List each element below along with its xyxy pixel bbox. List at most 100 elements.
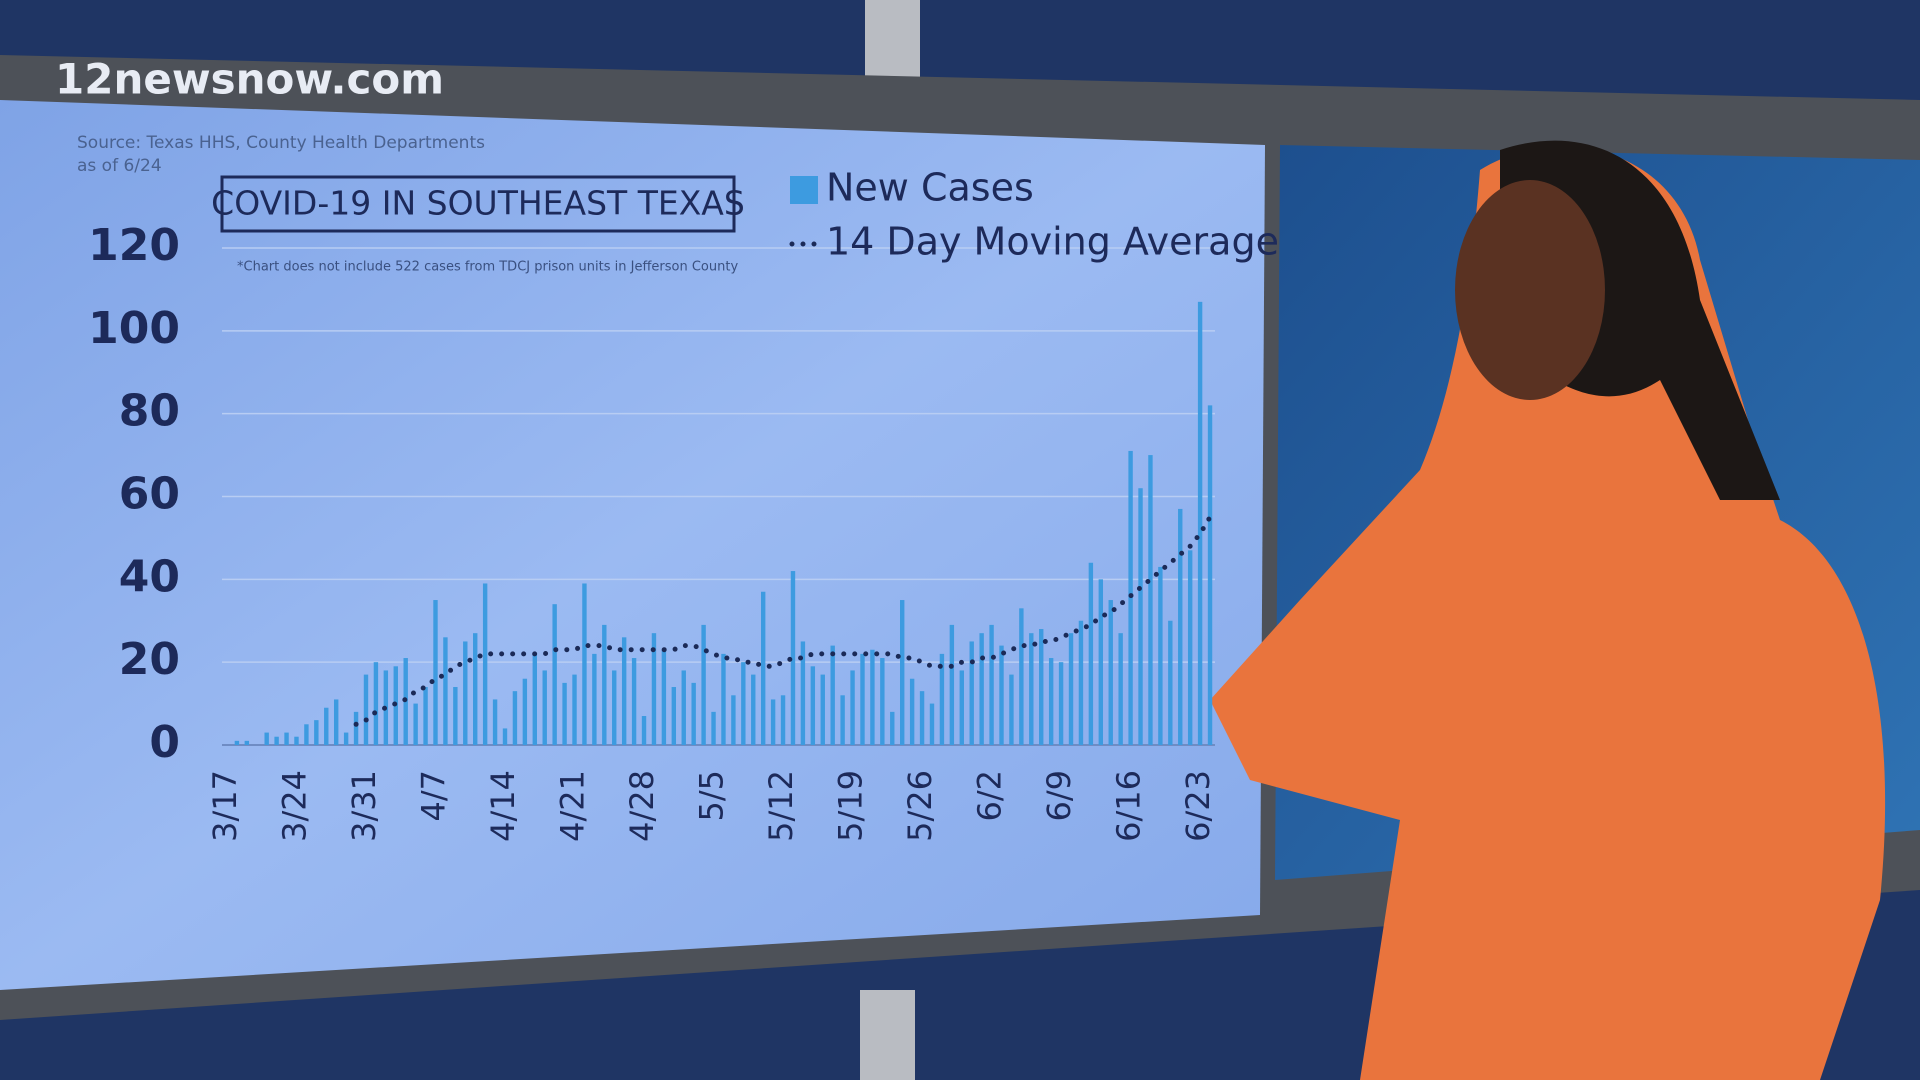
bar xyxy=(840,695,845,745)
bar xyxy=(741,662,746,745)
x-tick-label: 3/17 xyxy=(206,770,244,842)
bar xyxy=(314,720,319,745)
bar xyxy=(592,653,597,745)
bar xyxy=(1178,508,1183,745)
bar xyxy=(770,699,776,745)
bar xyxy=(324,707,329,745)
bar xyxy=(413,703,418,745)
bar xyxy=(542,670,547,745)
bar xyxy=(532,653,537,745)
bar xyxy=(800,641,806,745)
bar xyxy=(453,687,458,745)
source: Source: Texas HHS, County Health Departm… xyxy=(77,133,485,153)
bar xyxy=(363,674,369,745)
chart-title: COVID-19 IN SOUTHEAST TEXAS xyxy=(211,184,745,223)
bar xyxy=(959,670,964,745)
bar xyxy=(373,662,379,745)
bar xyxy=(423,687,428,745)
x-tick-label: 4/14 xyxy=(484,770,522,842)
stand xyxy=(860,990,915,1080)
bar xyxy=(651,633,657,745)
bar xyxy=(572,674,577,745)
y-tick-label: 0 xyxy=(149,717,180,768)
bar xyxy=(304,724,309,745)
as-of: as of 6/24 xyxy=(77,156,162,176)
bar xyxy=(1207,405,1213,745)
x-tick-label: 6/9 xyxy=(1040,770,1078,822)
bar xyxy=(234,740,240,745)
bar xyxy=(641,716,647,745)
bar xyxy=(1078,620,1084,745)
bar xyxy=(830,645,835,745)
bar xyxy=(870,649,875,745)
bar xyxy=(333,699,339,745)
watermark: 12newsnow.com xyxy=(55,55,444,104)
bar xyxy=(979,633,984,745)
bar xyxy=(919,691,925,745)
bar xyxy=(522,678,528,745)
bar xyxy=(274,736,279,745)
bar xyxy=(760,591,766,745)
x-tick-label: 5/12 xyxy=(762,770,800,842)
x-tick-label: 5/5 xyxy=(693,770,731,822)
bar xyxy=(244,740,250,745)
bar xyxy=(900,600,905,745)
bar xyxy=(353,711,359,745)
bar xyxy=(880,658,885,745)
bar xyxy=(582,583,587,745)
bar xyxy=(731,695,736,745)
bar xyxy=(1108,600,1113,745)
bar xyxy=(502,728,508,745)
bar xyxy=(721,653,726,745)
bar xyxy=(939,653,945,745)
bar xyxy=(711,711,716,745)
bar xyxy=(1048,658,1054,745)
bar xyxy=(552,604,557,745)
title-box xyxy=(220,175,736,233)
bar xyxy=(780,695,786,745)
bar xyxy=(1039,629,1044,745)
y-tick-label: 40 xyxy=(119,551,180,602)
bar xyxy=(612,670,617,745)
bar xyxy=(1088,562,1094,745)
bar xyxy=(790,571,796,745)
y-tick-label: 20 xyxy=(119,634,180,685)
bar xyxy=(433,600,438,745)
bar xyxy=(890,711,895,745)
bar xyxy=(691,682,696,745)
bar xyxy=(1148,455,1153,745)
x-tick-label: 6/16 xyxy=(1110,770,1148,842)
note: *Chart does not include 522 cases from T… xyxy=(237,260,738,275)
moving-average-line xyxy=(353,514,1213,727)
bar xyxy=(1098,579,1104,745)
presenter-face xyxy=(1455,180,1605,400)
x-tick-label: 6/23 xyxy=(1179,770,1217,842)
bar xyxy=(1158,566,1163,745)
bar xyxy=(850,670,855,745)
bar xyxy=(860,653,865,745)
legend-label: New Cases xyxy=(826,166,1034,210)
bar xyxy=(701,624,706,745)
bar xyxy=(989,624,994,745)
x-tick-label: 5/19 xyxy=(832,770,870,842)
bar xyxy=(820,674,825,745)
bar xyxy=(473,633,478,745)
bar xyxy=(1019,608,1024,745)
bar xyxy=(661,649,667,745)
x-tick-label: 3/24 xyxy=(275,770,313,842)
bar xyxy=(621,637,627,745)
bar xyxy=(1118,633,1123,745)
x-tick-label: 4/7 xyxy=(414,770,452,822)
x-tick-label: 3/31 xyxy=(345,770,383,842)
legend-label: 14 Day Moving Average xyxy=(826,220,1279,264)
bar xyxy=(284,732,289,745)
bar xyxy=(562,682,567,745)
bar xyxy=(949,624,955,745)
y-tick-label: 80 xyxy=(119,386,180,437)
x-tick-label: 4/28 xyxy=(623,770,661,842)
y-tick-label: 100 xyxy=(88,303,180,354)
bar xyxy=(1138,488,1143,745)
y-tick-label: 120 xyxy=(88,220,180,271)
bar xyxy=(909,678,915,745)
